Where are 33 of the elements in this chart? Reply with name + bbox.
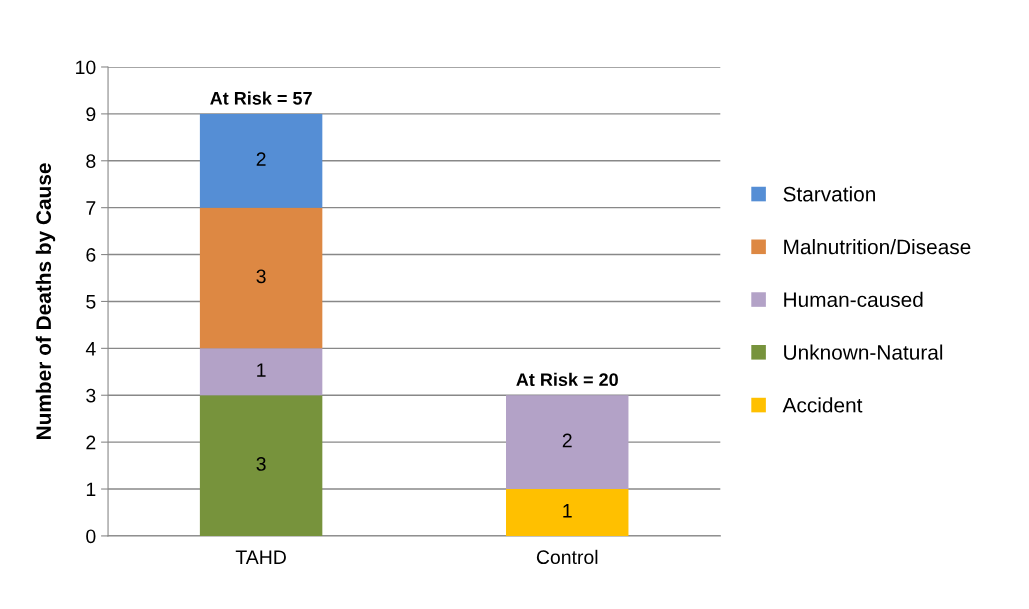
y-tick-label: 0 <box>86 529 96 544</box>
x-tick-label: TAHD <box>235 550 286 564</box>
bar <box>199 113 323 208</box>
data-label: 2 <box>256 152 266 166</box>
bar <box>199 395 323 536</box>
annotation: At Risk = 20 <box>516 372 618 387</box>
legend-label: Malnutrition/Disease <box>784 238 971 255</box>
y-tick-label: 7 <box>86 201 96 215</box>
data-label: 3 <box>256 457 266 471</box>
legend-label: Human-caused <box>784 291 923 308</box>
data-label: 1 <box>257 363 266 377</box>
x-tick-label: Control <box>536 549 598 565</box>
bar <box>506 395 629 490</box>
y-tick-label: 9 <box>86 107 96 122</box>
data-label: 1 <box>563 504 572 518</box>
y-tick-label: 4 <box>85 342 96 356</box>
data-label: 2 <box>562 433 572 448</box>
y-tick-label: 2 <box>86 435 96 450</box>
legend-label: Starvation <box>783 186 875 202</box>
y-tick-label: 8 <box>86 154 96 169</box>
y-tick-label: 1 <box>86 482 96 497</box>
annotation: At Risk = 57 <box>210 91 312 105</box>
bar <box>199 207 323 349</box>
legend-label: Unknown-Natural <box>784 344 943 360</box>
y-tick-label: 3 <box>86 388 96 403</box>
bar <box>199 348 323 396</box>
legend-label: Accident <box>782 397 863 413</box>
y-tick-label: 6 <box>86 248 96 262</box>
bar <box>506 489 629 536</box>
y-tick-label: 10 <box>76 60 96 75</box>
y-tick-label: 5 <box>86 295 96 309</box>
data-label: 3 <box>256 269 266 284</box>
y-axis-title: Number of Deaths by Cause <box>35 163 56 439</box>
